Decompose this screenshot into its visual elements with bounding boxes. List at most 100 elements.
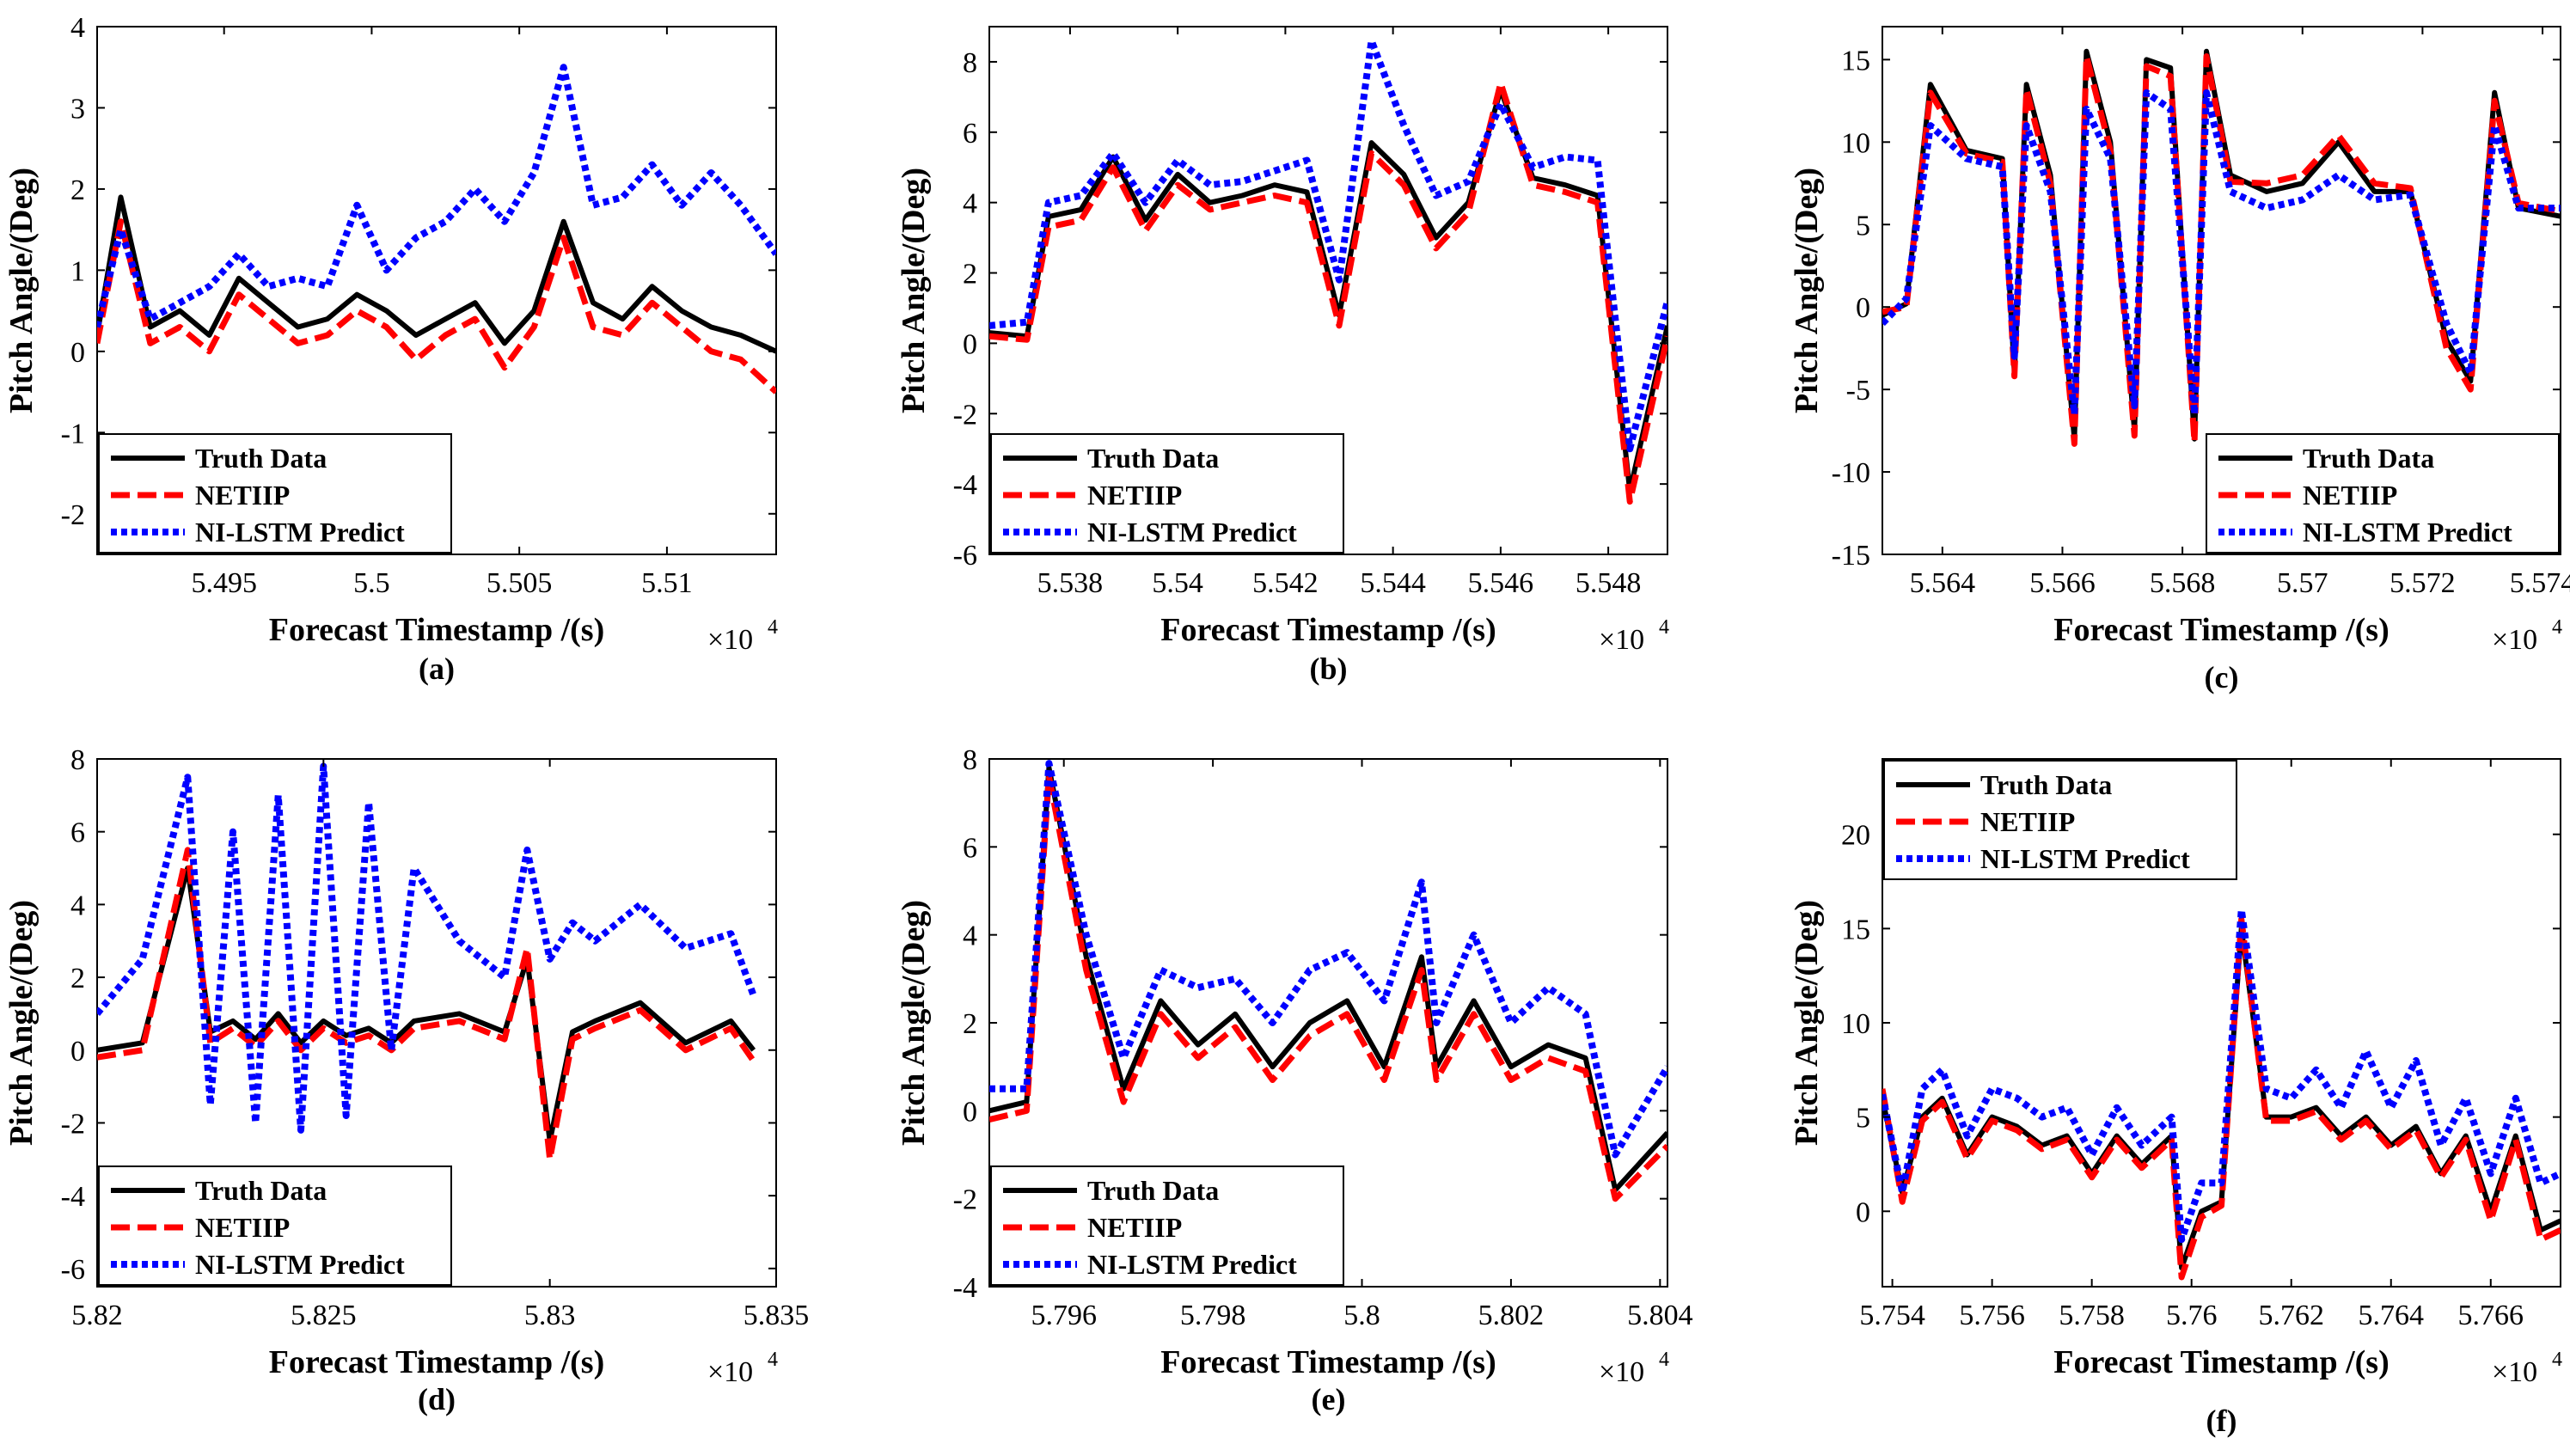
- legend: Truth Data NETIIP NI-LSTM Predict: [2206, 433, 2560, 554]
- y-tick-label: -6: [953, 540, 977, 572]
- panel-label: (f): [2206, 1404, 2237, 1438]
- x-tick-label: 5.758: [2059, 1300, 2125, 1331]
- legend-entry: NI-LSTM Predict: [1980, 843, 2190, 874]
- panel-a: 5.495 5.5 5.505 5.51 -2 -1 0 1 2 3 4 Forecast Times…: [3, 12, 778, 686]
- x-multiplier-exponent: 4: [2552, 616, 2562, 639]
- legend: Truth Data NETIIP NI-LSTM Predict: [990, 1165, 1344, 1286]
- x-tick-label: 5.802: [1478, 1300, 1545, 1331]
- x-tick-label: 5.548: [1576, 567, 1642, 599]
- x-tick-label: 5.756: [1959, 1300, 2025, 1331]
- series-line-ni-lstm-predict: [1882, 906, 2561, 1244]
- series-line-ni-lstm-predict: [1882, 89, 2561, 418]
- legend-entry: NETIIP: [1087, 1212, 1182, 1243]
- y-tick-label: 15: [1841, 45, 1870, 76]
- legend-entry: Truth Data: [1087, 1175, 1219, 1206]
- legend-entry: NETIIP: [195, 480, 290, 511]
- x-tick-label: 5.564: [1910, 567, 1976, 599]
- y-tick-label: 2: [70, 963, 85, 994]
- legend-entry: NI-LSTM Predict: [195, 517, 405, 548]
- x-axis-label: Forecast Timestamp /(s): [1160, 1344, 1496, 1380]
- y-tick-label: 6: [70, 817, 85, 849]
- y-tick-label: -15: [1832, 540, 1870, 572]
- y-axis-label: Pitch Angle/(Deg): [1789, 168, 1825, 413]
- y-tick-label: 20: [1841, 820, 1870, 852]
- y-tick-label: 10: [1841, 127, 1870, 159]
- y-axis-label: Pitch Angle/(Deg): [896, 168, 932, 413]
- y-axis-label: Pitch Angle/(Deg): [896, 900, 932, 1146]
- x-tick-label: 5.762: [2258, 1300, 2324, 1331]
- legend-entry: NETIIP: [195, 1212, 290, 1243]
- series-line-netiip: [97, 218, 776, 395]
- y-axis-label: Pitch Angle/(Deg): [3, 168, 40, 413]
- y-tick-label: 0: [70, 337, 85, 369]
- legend: Truth Data NETIIP NI-LSTM Predict: [98, 1165, 452, 1286]
- x-multiplier-exponent: 4: [2552, 1349, 2562, 1371]
- legend-entry: NI-LSTM Predict: [2303, 517, 2512, 548]
- x-multiplier-exponent: 4: [1659, 1349, 1669, 1371]
- x-multiplier: ×10: [1599, 1356, 1644, 1388]
- y-tick-label: 2: [70, 174, 85, 206]
- legend-entry: NI-LSTM Predict: [1087, 1249, 1297, 1280]
- y-tick-label: -5: [1846, 375, 1870, 407]
- x-axis-label: Forecast Timestamp /(s): [2053, 1344, 2389, 1380]
- x-axis-label: Forecast Timestamp /(s): [269, 612, 605, 648]
- x-tick-label: 5.57: [2277, 567, 2328, 599]
- panel-label: (a): [419, 652, 455, 686]
- legend: Truth Data NETIIP NI-LSTM Predict: [990, 433, 1344, 554]
- x-tick-label: 5.796: [1031, 1300, 1097, 1331]
- panel-label: (d): [418, 1382, 456, 1416]
- y-tick-label: 2: [963, 1008, 977, 1040]
- legend: Truth Data NETIIP NI-LSTM Predict: [1883, 760, 2237, 880]
- x-tick-label: 5.8: [1343, 1300, 1380, 1331]
- legend-entry: NETIIP: [2303, 480, 2397, 511]
- x-multiplier-exponent: 4: [1659, 616, 1669, 639]
- legend-entry: NI-LSTM Predict: [195, 1249, 405, 1280]
- x-tick-label: 5.835: [743, 1300, 810, 1331]
- panel-e: 5.796 5.798 5.8 5.802 5.804 -4 -2 0 2 4 6 8 Forecast…: [896, 744, 1693, 1416]
- series-line-netiip: [1882, 53, 2561, 447]
- y-tick-label: -4: [953, 469, 977, 501]
- y-tick-label: 4: [963, 921, 977, 952]
- y-tick-label: 4: [70, 890, 85, 921]
- y-tick-label: 15: [1841, 914, 1870, 945]
- y-tick-label: 0: [1856, 1196, 1870, 1228]
- x-multiplier: ×10: [2492, 1356, 2537, 1388]
- y-tick-label: -4: [61, 1181, 85, 1213]
- y-tick-label: 5: [1856, 210, 1870, 242]
- y-tick-label: 1: [70, 255, 85, 287]
- y-tick-label: 8: [963, 744, 977, 776]
- legend-entry: Truth Data: [1980, 769, 2112, 800]
- series-line-netiip: [97, 847, 756, 1163]
- x-axis-label: Forecast Timestamp /(s): [269, 1344, 605, 1380]
- y-tick-label: 2: [963, 259, 977, 291]
- legend-entry: Truth Data: [195, 1175, 327, 1206]
- y-tick-label: 6: [963, 118, 977, 150]
- panel-f: 5.754 5.756 5.758 5.76 5.762 5.764 5.766 0 5 10 15…: [1789, 758, 2562, 1438]
- legend-entry: NI-LSTM Predict: [1087, 517, 1297, 548]
- panel-label: (e): [1312, 1382, 1346, 1416]
- legend: Truth Data NETIIP NI-LSTM Predict: [98, 433, 452, 554]
- panel-d: 5.82 5.825 5.83 5.835 -6 -4 -2 0 2 4 6 8 Forecast Ti…: [3, 744, 809, 1416]
- x-multiplier: ×10: [2492, 624, 2537, 656]
- y-tick-label: 8: [963, 47, 977, 79]
- x-multiplier: ×10: [707, 624, 753, 656]
- x-axis-label: Forecast Timestamp /(s): [2053, 612, 2389, 648]
- legend-entry: Truth Data: [2303, 443, 2434, 474]
- x-tick-label: 5.51: [641, 567, 693, 599]
- series-line-netiip: [989, 774, 1667, 1202]
- x-tick-label: 5.495: [191, 567, 257, 599]
- panel-label: (b): [1310, 652, 1348, 686]
- y-tick-label: -2: [953, 1184, 977, 1216]
- x-multiplier-exponent: 4: [768, 1349, 778, 1371]
- series-line-ni-lstm-predict: [989, 760, 1667, 1159]
- x-tick-label: 5.798: [1180, 1300, 1246, 1331]
- x-tick-label: 5.83: [524, 1300, 576, 1331]
- x-tick-label: 5.574: [2510, 567, 2570, 599]
- y-tick-label: -2: [953, 399, 977, 431]
- x-tick-label: 5.764: [2359, 1300, 2425, 1331]
- y-tick-label: 5: [1856, 1103, 1870, 1135]
- x-tick-label: 5.804: [1627, 1300, 1693, 1331]
- x-tick-label: 5.76: [2166, 1300, 2218, 1331]
- x-tick-label: 5.766: [2458, 1300, 2524, 1331]
